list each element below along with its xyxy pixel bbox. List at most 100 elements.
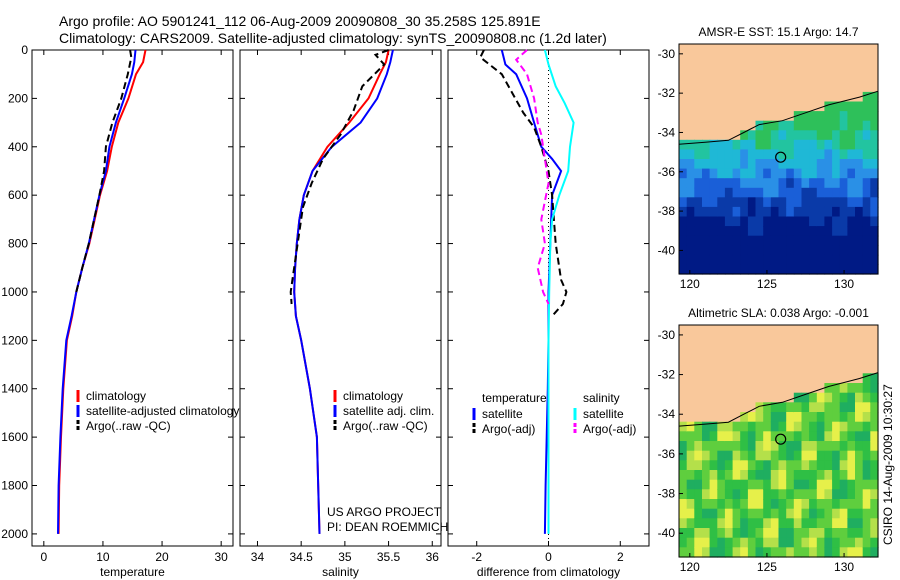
ocean-cell	[839, 168, 848, 179]
ocean-cell	[755, 431, 764, 442]
ocean-cell	[717, 528, 726, 539]
ocean-cell	[755, 216, 764, 227]
ocean-cell	[717, 499, 726, 510]
ocean-cell	[870, 373, 879, 384]
ocean-cell	[809, 159, 818, 170]
ocean-cell	[816, 235, 826, 246]
ocean-cell	[694, 197, 703, 208]
ocean-cell	[770, 168, 780, 179]
ocean-cell	[778, 479, 787, 490]
ocean-cell	[763, 130, 772, 141]
ocean-cell	[809, 168, 818, 179]
ocean-cell	[679, 479, 688, 490]
ocean-cell	[816, 460, 826, 471]
ocean-cell	[770, 518, 780, 529]
ocean-cell	[793, 460, 803, 471]
ocean-cell	[839, 460, 848, 471]
ocean-cell	[786, 528, 795, 539]
ocean-cell	[870, 450, 879, 461]
ocean-cell	[847, 402, 856, 413]
ocean-cell	[824, 479, 833, 490]
ocean-cell	[793, 168, 803, 179]
ocean-cell	[770, 187, 780, 198]
ocean-cell	[793, 206, 803, 218]
ocean-cell	[724, 460, 734, 471]
ocean-cell	[679, 168, 688, 179]
ocean-cell	[747, 159, 757, 170]
ocean-cell	[832, 450, 841, 461]
ocean-cell	[763, 206, 772, 218]
ocean-cell	[862, 470, 871, 481]
ocean-cell	[832, 149, 841, 160]
ocean-cell	[793, 139, 803, 150]
ocean-cell	[679, 149, 688, 160]
ocean-cell	[717, 178, 726, 189]
x-tick-label: 120	[680, 277, 700, 291]
ocean-cell	[824, 226, 833, 237]
ocean-cell	[709, 499, 718, 510]
ocean-cell	[686, 149, 695, 160]
ocean-cell	[786, 499, 795, 510]
ocean-cell	[778, 226, 787, 237]
ocean-cell	[870, 499, 879, 510]
y-tick-label: 400	[8, 140, 28, 154]
ocean-cell	[870, 518, 879, 529]
ocean-cell	[809, 130, 818, 141]
ocean-cell	[816, 187, 826, 198]
ocean-cell	[801, 206, 810, 218]
ocean-cell	[702, 216, 711, 227]
ocean-cell	[709, 197, 718, 208]
ocean-cell	[801, 120, 810, 131]
ocean-cell	[862, 216, 871, 227]
ocean-cell	[709, 431, 718, 442]
ocean-cell	[732, 537, 741, 548]
ocean-cell	[686, 431, 695, 442]
ocean-cell	[870, 441, 879, 452]
ocean-cell	[832, 101, 841, 112]
legend-label: Argo(-adj)	[583, 422, 636, 436]
ocean-cell	[732, 421, 741, 432]
ocean-cell	[686, 178, 695, 189]
ocean-cell	[870, 412, 879, 423]
ocean-cell	[694, 470, 703, 481]
ocean-cell	[793, 178, 803, 189]
ocean-cell	[786, 178, 795, 189]
ocean-cell	[702, 518, 711, 529]
ocean-cell	[862, 149, 871, 160]
ocean-cell	[816, 139, 826, 150]
ocean-cell	[686, 499, 695, 510]
series-line-temperature-satellite	[500, 49, 563, 534]
ocean-cell	[747, 216, 757, 227]
ocean-cell	[770, 206, 780, 218]
ocean-cell	[740, 226, 749, 237]
ocean-cell	[740, 197, 749, 208]
figure-title-line2: Climatology: CARS2009. Satellite-adjuste…	[59, 30, 607, 46]
ocean-cell	[717, 168, 726, 179]
ocean-cell	[686, 254, 695, 265]
ocean-cell	[755, 264, 764, 275]
ocean-cell	[709, 508, 718, 519]
ocean-cell	[786, 460, 795, 471]
ocean-cell	[694, 518, 703, 529]
ocean-cell	[770, 139, 780, 150]
ocean-cell	[694, 421, 703, 432]
ocean-cell	[870, 120, 879, 131]
ocean-cell	[732, 431, 741, 442]
ocean-cell	[694, 537, 703, 548]
ocean-cell	[770, 499, 780, 510]
ocean-cell	[679, 206, 688, 218]
ocean-cell	[786, 159, 795, 170]
ocean-cell	[855, 537, 864, 548]
ocean-cell	[702, 264, 711, 275]
ocean-cell	[801, 431, 810, 442]
ocean-cell	[747, 139, 757, 150]
ocean-cell	[793, 130, 803, 141]
ocean-cell	[824, 431, 833, 442]
x-tick-label: 120	[680, 560, 700, 574]
ocean-cell	[847, 518, 856, 529]
ocean-cell	[816, 421, 826, 432]
ocean-cell	[801, 499, 810, 510]
ocean-cell	[824, 508, 833, 519]
ocean-cell	[694, 489, 703, 500]
ocean-cell	[855, 528, 864, 539]
